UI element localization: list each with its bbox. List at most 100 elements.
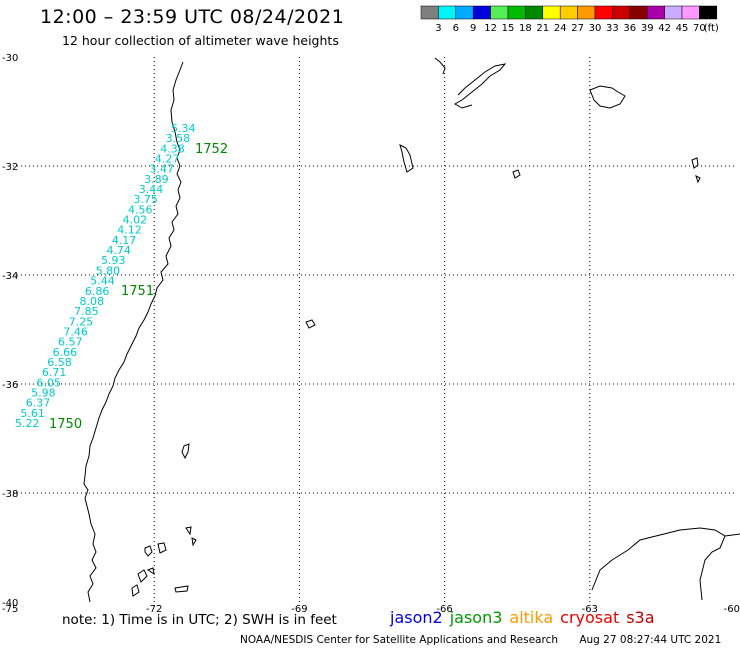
satellite-legend: jason2 jason3 altika cryosat s3a <box>390 608 662 627</box>
colorbar-swatch <box>646 5 665 20</box>
wave-height-value: 7.85 <box>74 305 99 318</box>
lat-lon-grid <box>9 57 735 602</box>
track-pass-number: 1752 <box>195 142 228 157</box>
satellite-legend-cryosat: cryosat <box>560 608 620 627</box>
wave-height-value: 7.46 <box>63 325 87 338</box>
wave-height-value: 6.86 <box>85 285 110 298</box>
longitude-label: -66 <box>436 604 452 615</box>
colorbar-swatch <box>525 5 544 20</box>
colorbar-label: 15 <box>502 23 515 34</box>
track-pass-number: 1750 <box>49 417 82 432</box>
colorbar-label: 42 <box>658 23 671 34</box>
juan-fernandez-island <box>305 319 316 329</box>
colorbar-swatch <box>420 5 439 20</box>
chiloe-islets <box>131 443 197 597</box>
wave-height-value: 4.38 <box>160 142 185 155</box>
wave-height-value: 6.37 <box>26 397 51 410</box>
wave-height-value: 3.44 <box>139 183 164 196</box>
axis-labels: -30 -32 -34 -36 -38 -40-75 -72 -69 -66 -63 -60 <box>2 53 740 615</box>
wave-height-value: 5.22 <box>15 417 40 430</box>
colorbar-swatch <box>559 5 578 20</box>
latitude-label: -30 <box>2 53 18 64</box>
wave-height-value: 3.75 <box>133 193 158 206</box>
longitude-label: -69 <box>291 604 307 615</box>
colorbar-label: 18 <box>519 23 532 34</box>
longitude-label: -60 <box>724 604 740 615</box>
wave-height-value: 4.12 <box>117 224 142 237</box>
colorbar-legend: 3 6 9 12 15 18 21 24 27 30 33 36 39 42 45 70(ft) <box>420 5 719 34</box>
colorbar-label: 70 <box>693 23 706 34</box>
colorbar-label: 24 <box>554 23 567 34</box>
chile-coastline <box>83 61 184 603</box>
satellite-legend-jason3: jason3 <box>449 608 503 627</box>
colorbar-swatch <box>594 5 613 20</box>
latitude-label: -34 <box>2 271 18 282</box>
wave-height-value: 5.61 <box>20 407 45 420</box>
colorbar-label: 12 <box>484 23 497 34</box>
wave-height-value: 6.05 <box>37 376 62 389</box>
credit-text: NOAA/NESDIS Center for Satellite Applica… <box>240 634 558 646</box>
wave-height-value: 4.17 <box>112 234 136 247</box>
colorbar-swatch <box>507 5 526 20</box>
wave-height-value: 3.89 <box>144 173 169 186</box>
colorbar-swatch <box>490 5 509 20</box>
latitude-label: -36 <box>2 380 18 391</box>
colorbar-label: 3 <box>435 23 441 34</box>
argentina-coastline-south <box>591 527 740 601</box>
colorbar-label: 33 <box>606 23 619 34</box>
wave-height-value: 4.74 <box>106 244 131 257</box>
colorbar-swatch <box>699 5 718 20</box>
colorbar-swatch <box>612 5 631 20</box>
colorbar-swatch <box>629 5 648 20</box>
wave-height-value: 7.25 <box>69 315 94 328</box>
colorbar-swatch <box>438 5 457 20</box>
wave-height-value: 5.93 <box>101 254 126 267</box>
colorbar-label: 39 <box>641 23 654 34</box>
wave-height-value: 6.71 <box>42 366 67 379</box>
argentina-coastline-east <box>589 85 701 184</box>
colorbar-label: 9 <box>470 23 476 34</box>
colorbar-unit: (ft) <box>704 23 719 34</box>
colorbar-label: 21 <box>536 23 549 34</box>
wave-height-value: 6.57 <box>58 336 83 349</box>
colorbar-label: 30 <box>589 23 602 34</box>
wave-height-value: 3.47 <box>149 163 174 176</box>
wave-height-value: 4.56 <box>128 203 153 216</box>
map-subtitle: 12 hour collection of altimeter wave hei… <box>62 33 339 48</box>
colorbar-swatch <box>681 5 700 20</box>
wave-height-value: 5.44 <box>90 275 115 288</box>
generation-timestamp: Aug 27 08:27:44 UTC 2021 <box>579 634 722 646</box>
wave-height-value: 5.34 <box>171 122 196 135</box>
satellite-legend-s3a: s3a <box>626 608 655 627</box>
colorbar-swatch <box>664 5 683 20</box>
colorbar-label: 6 <box>453 23 459 34</box>
colorbar-swatch <box>542 5 561 20</box>
wave-height-labels: 5.343.584.384.273.473.893.443.754.564.02… <box>15 122 196 430</box>
wave-height-value: 6.66 <box>53 346 78 359</box>
footer-note: note: 1) Time is in UTC; 2) SWH is in fe… <box>62 612 337 628</box>
latitude-label: -32 <box>2 162 18 173</box>
wave-height-value: 4.27 <box>155 153 180 166</box>
colorbar-label: 36 <box>623 23 636 34</box>
colorbar-swatch <box>472 5 491 20</box>
satellite-legend-altika: altika <box>509 608 554 627</box>
wave-height-value: 5.80 <box>96 264 121 277</box>
wave-height-value: 4.02 <box>123 214 148 227</box>
wave-height-value: 8.08 <box>80 295 105 308</box>
colorbar-swatch <box>455 5 474 20</box>
map-title: 12:00 – 23:59 UTC 08/24/2021 <box>40 6 345 28</box>
colorbar-swatch <box>577 5 596 20</box>
satellite-track-labels: 1752 1751 1750 <box>49 142 228 432</box>
longitude-label: -72 <box>146 604 162 615</box>
latitude-label: -38 <box>2 489 18 500</box>
latitude-label: -40 <box>2 598 18 609</box>
track-pass-number: 1751 <box>121 284 154 299</box>
credit-line: NOAA/NESDIS Center for Satellite Applica… <box>240 634 721 646</box>
argentina-coastline-north <box>399 57 521 179</box>
wave-height-value: 5.98 <box>31 386 56 399</box>
wave-height-value: 6.58 <box>47 356 72 369</box>
satellite-legend-jason2: jason2 <box>390 608 443 627</box>
longitude-label: -63 <box>582 604 598 615</box>
wave-height-value: 3.58 <box>166 132 191 145</box>
